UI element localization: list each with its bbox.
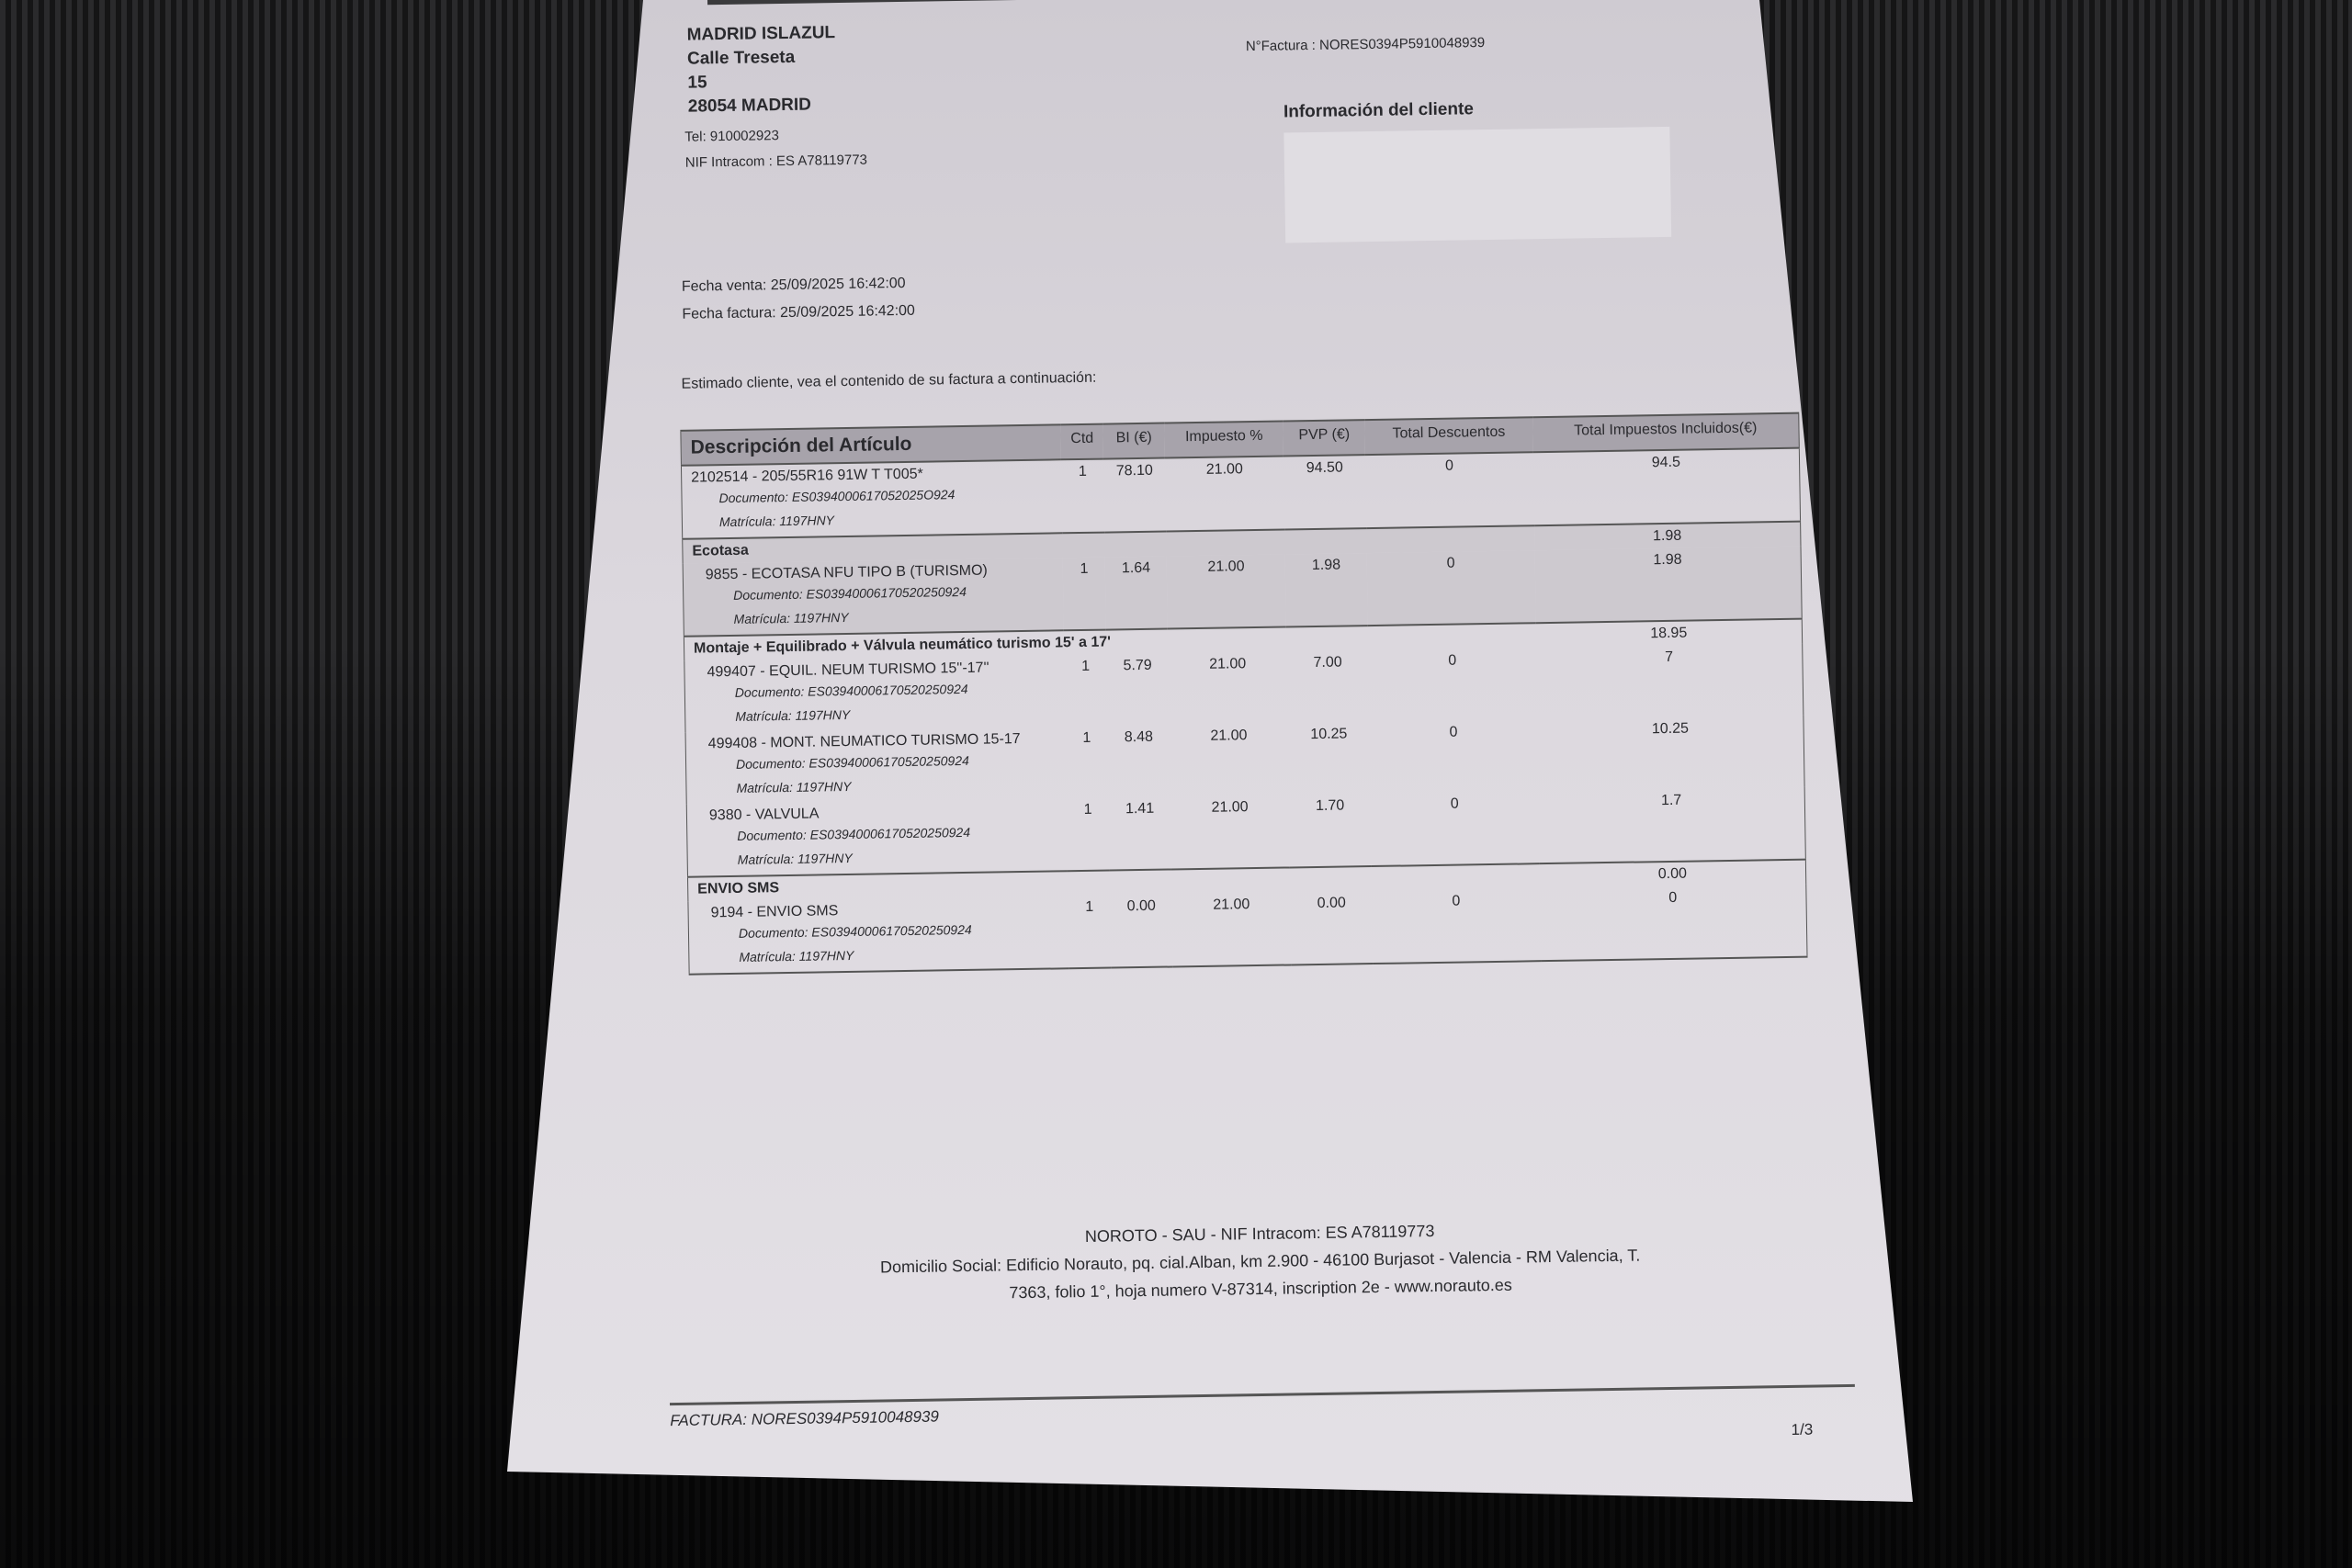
page-number: 1/3 [1791,1420,1814,1438]
item-pvp: 1.98 [1311,557,1341,574]
item-bi: 8.48 [1124,728,1154,746]
sale-date: Fecha venta: 25/09/2025 16:42:00 [681,275,906,295]
invoice-date: Fecha factura: 25/09/2025 16:42:00 [682,302,916,322]
item-total: 10.25 [1651,720,1690,738]
items-table: Descripción del Artículo Ctd BI (€) Impu… [680,412,1808,976]
item-qty: 1 [1085,898,1094,915]
header-bar [707,0,1103,6]
item-pvp: 10.25 [1310,726,1348,743]
col-tax: Impuesto % [1164,421,1284,458]
item-discount: 0 [1452,893,1461,909]
col-pvp: PVP (€) [1283,420,1366,457]
store-nif: NIF Intracom : ES A78119773 [684,152,868,171]
item-qty: 1 [1080,560,1089,577]
col-discounts: Total Descuentos [1364,417,1533,456]
item-bi: 0.00 [1126,897,1156,915]
item-qty: 1 [1081,658,1091,674]
legal-footer: NOROTO - SAU - NIF Intracom: ES A7811977… [685,1211,1835,1312]
item-qty: 1 [1082,729,1091,746]
store-number: 15 [687,73,707,93]
col-description: Descripción del Artículo [680,424,1062,466]
item-tax: 21.00 [1210,728,1248,744]
item-discount: 0 [1448,652,1457,669]
item-description: 2102514 - 205/55R16 91W T T005* Documento… [681,459,1063,539]
item-total: 1.7 [1660,792,1682,809]
item-total: 94.5 [1532,447,1801,526]
item-plate: Matrícula: 1197HNY [739,947,854,964]
store-address: MADRID ISLAZUL Calle Treseta 15 28054 MA… [686,21,836,119]
item-plate: Matrícula: 1197HNY [733,609,849,626]
col-total: Total Impuestos Incluidos(€) [1532,412,1800,453]
item-tax: 21.00 [1165,456,1285,532]
intro-text: Estimado cliente, vea el contenido de su… [681,369,1097,392]
item-qty: 1 [1061,458,1105,534]
item-pvp: 94.50 [1283,455,1367,530]
item-pvp: 1.70 [1315,797,1345,815]
item-bi: 78.10 [1103,457,1167,533]
item-tax: 21.00 [1211,799,1249,816]
item-description: 9380 - VALVULA Documento: ES0394000617052… [686,798,1068,876]
store-contact: Tel: 910002923 NIF Intracom : ES A781197… [684,122,867,176]
store-city: 28054 MADRID [687,95,812,117]
footer-invoice-number: FACTURA: NORES0394P5910048939 [670,1407,940,1430]
item-total: 1.98 [1653,551,1682,569]
item-discount: 0 [1446,555,1455,571]
store-tel: Tel: 910002923 [684,128,780,145]
item-plate: Matrícula: 1197HNY [735,706,851,724]
item-discount: 0 [1365,452,1534,529]
item-description: 9855 - ECOTASA NFU TIPO B (TURISMO) Docum… [683,558,1064,636]
dates: Fecha venta: 25/09/2025 16:42:00 Fecha f… [682,270,915,329]
item-tax: 21.00 [1213,897,1250,913]
item-bi: 1.64 [1121,559,1151,577]
item-bi: 5.79 [1123,657,1152,674]
item-description: 499408 - MONT. NEUMATICO TURISMO 15-17 Do… [685,727,1067,804]
col-qty: Ctd [1060,423,1104,460]
item-total: 0 [1668,889,1678,906]
client-info-redacted [1283,126,1672,243]
item-plate: Matrícula: 1197HNY [736,778,852,795]
item-total: 7 [1665,649,1674,666]
item-discount: 0 [1450,795,1459,812]
item-tax: 21.00 [1209,656,1247,672]
item-description: 9194 - ENVIO SMS Documento: ES03940006170… [688,896,1069,974]
invoice-number: N°Factura : NORES0394P5910048939 [1245,35,1486,55]
item-description: 499407 - EQUIL. NEUM TURISMO 15''-17'' Do… [684,655,1066,732]
store-street: Calle Treseta [686,47,796,69]
store-name: MADRID ISLAZUL [686,23,836,45]
footer-divider [669,1383,1855,1406]
item-bi: 1.41 [1125,800,1155,818]
item-pvp: 0.00 [1317,895,1346,911]
item-discount: 0 [1449,724,1458,740]
item-qty: 1 [1083,801,1092,818]
item-pvp: 7.00 [1313,654,1342,671]
item-plate: Matrícula: 1197HNY [737,850,853,867]
item-plate: Matrícula: 1197HNY [718,513,835,530]
item-tax: 21.00 [1207,558,1245,575]
client-info-label: Información del cliente [1283,99,1475,122]
col-bi: BI (€) [1102,423,1166,459]
invoice-sheet: MADRID ISLAZUL Calle Treseta 15 28054 MA… [666,0,1855,1451]
